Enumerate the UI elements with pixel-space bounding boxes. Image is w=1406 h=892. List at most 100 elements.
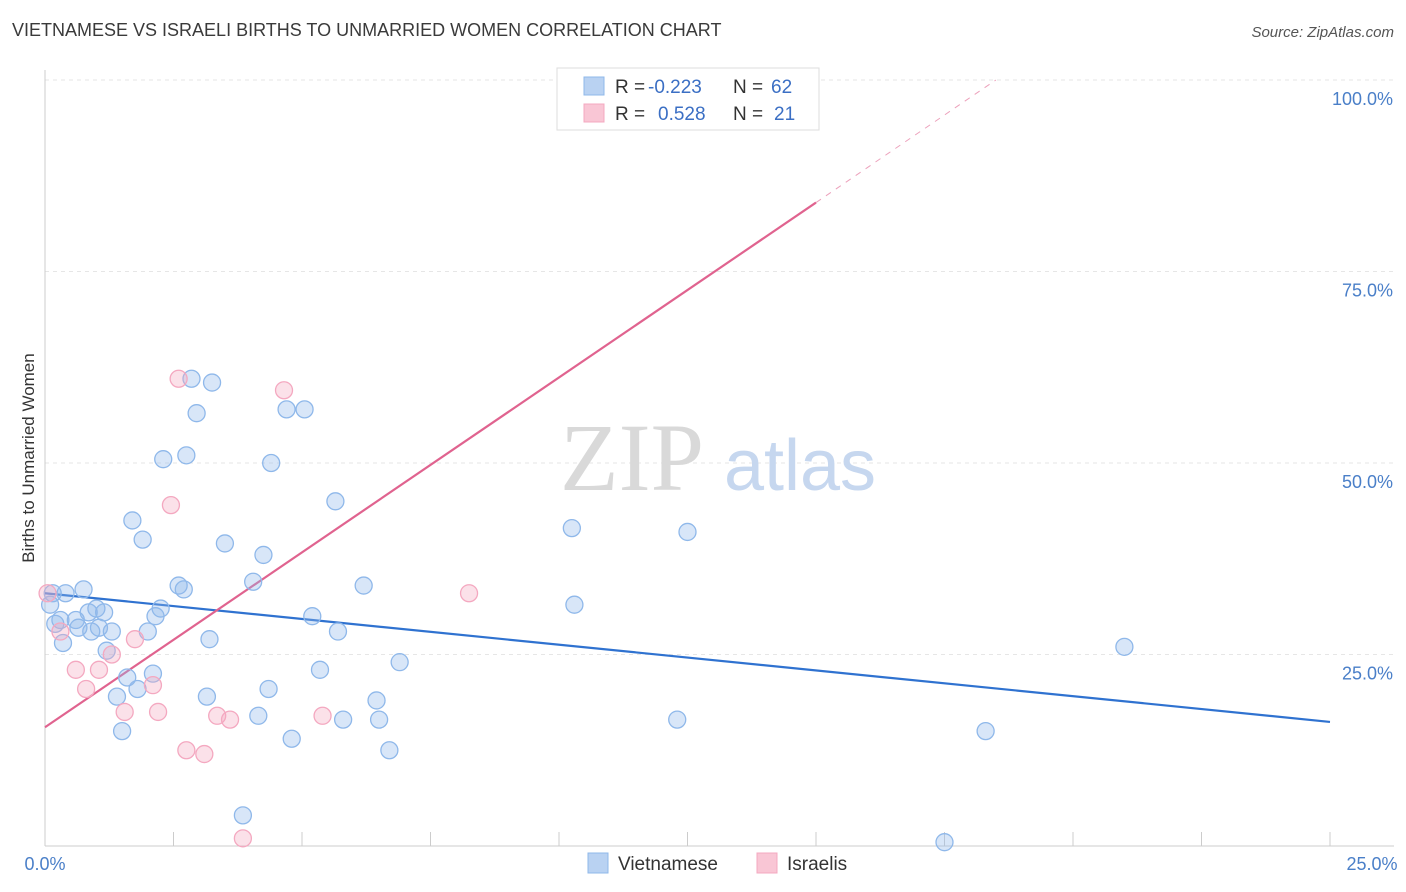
- point-vietnamese-0: [40, 595, 60, 614]
- watermark-atlas: atlas: [724, 426, 876, 506]
- point-vietnamese-48: [333, 710, 353, 729]
- point-vietnamese-47: [328, 622, 348, 641]
- point-vietnamese-33: [202, 373, 222, 392]
- y-axis-tick-labels: 25.0% 50.0% 75.0% 100.0%: [1332, 89, 1393, 684]
- y-tick-label-75: 75.0%: [1342, 281, 1393, 301]
- point-vietnamese-24: [151, 599, 170, 618]
- x-tick-label-max: 25.0%: [1346, 854, 1397, 874]
- grid-lines: [45, 79, 1394, 655]
- point-israelis-17: [274, 381, 294, 400]
- legend-r-value-israelis: 0.528: [658, 104, 706, 125]
- point-vietnamese-61: [43, 584, 62, 603]
- point-israelis-16: [233, 829, 253, 848]
- y-tick-label-50: 50.0%: [1342, 472, 1393, 492]
- point-vietnamese-46: [326, 492, 345, 511]
- point-vietnamese-36: [244, 572, 263, 591]
- point-vietnamese-14: [102, 622, 121, 641]
- point-vietnamese-57: [678, 522, 697, 542]
- point-vietnamese-58: [976, 721, 995, 741]
- point-israelis-15: [220, 710, 240, 729]
- point-israelis-8: [143, 675, 163, 695]
- point-vietnamese-59: [1115, 637, 1134, 656]
- point-vietnamese-49: [354, 576, 373, 595]
- legend-swatch-israelis: [583, 103, 605, 123]
- bottom-legend-label-vietnamese: Vietnamese: [618, 854, 718, 875]
- point-israelis-2: [66, 660, 85, 679]
- data-points: [38, 70, 1134, 852]
- legend-r-label-israelis: R =: [615, 104, 645, 125]
- trend-line-israelis: [44, 201, 817, 729]
- point-vietnamese-7: [74, 580, 93, 599]
- point-vietnamese-53: [390, 653, 409, 672]
- chart-source: Source: ZipAtlas.com: [1251, 24, 1394, 41]
- x-tick-label-min: 0.0%: [24, 854, 65, 874]
- trend-line-extension-israelis: [815, 79, 997, 203]
- point-vietnamese-16: [112, 721, 132, 741]
- point-israelis-9: [148, 702, 168, 722]
- watermark-zip: ZIP: [560, 404, 704, 511]
- legend-r-value-vietnamese: -0.223: [648, 77, 702, 98]
- point-vietnamese-55: [565, 595, 584, 614]
- point-israelis-6: [115, 702, 134, 722]
- point-vietnamese-38: [254, 545, 273, 565]
- y-axis-label: Births to Unmarried Women: [19, 353, 38, 562]
- point-israelis-7: [125, 630, 145, 649]
- legend-n-label-vietnamese: N =: [733, 77, 763, 98]
- point-israelis-18: [313, 706, 332, 725]
- point-vietnamese-20: [133, 530, 152, 549]
- y-tick-label-25: 25.0%: [1342, 664, 1393, 684]
- point-vietnamese-31: [197, 687, 217, 706]
- legend-n-label-israelis: N =: [733, 104, 763, 125]
- point-israelis-1: [51, 622, 70, 641]
- point-vietnamese-15: [107, 687, 127, 706]
- point-vietnamese-34: [215, 534, 235, 553]
- point-israelis-4: [89, 660, 109, 679]
- point-vietnamese-28: [177, 446, 196, 465]
- point-vietnamese-17: [118, 668, 137, 687]
- point-vietnamese-4: [56, 584, 75, 603]
- bottom-legend-swatch-vietnamese: [587, 852, 609, 874]
- point-israelis-10: [161, 495, 181, 515]
- point-vietnamese-27: [174, 580, 193, 599]
- point-vietnamese-25: [154, 450, 173, 469]
- point-vietnamese-39: [259, 679, 278, 699]
- trend-line-vietnamese: [44, 592, 1331, 724]
- point-vietnamese-35: [233, 806, 253, 825]
- point-vietnamese-51: [369, 710, 389, 729]
- point-vietnamese-12: [94, 603, 114, 622]
- legend-r-label-vietnamese: R =: [615, 77, 645, 98]
- legend-swatch-vietnamese: [583, 76, 605, 96]
- point-vietnamese-18: [123, 511, 142, 530]
- chart-title: VIETNAMESE VS ISRAELI BIRTHS TO UNMARRIE…: [12, 20, 722, 40]
- point-vietnamese-52: [380, 741, 399, 760]
- point-vietnamese-29: [182, 369, 201, 388]
- x-axis-ticks: [173, 832, 1331, 846]
- point-vietnamese-50: [367, 691, 386, 710]
- point-vietnamese-41: [277, 400, 296, 419]
- point-vietnamese-45: [310, 660, 330, 679]
- point-vietnamese-3: [53, 633, 73, 653]
- point-israelis-13: [195, 744, 214, 764]
- point-vietnamese-56: [668, 710, 687, 729]
- point-vietnamese-44: [303, 607, 322, 626]
- y-tick-label-100: 100.0%: [1332, 89, 1393, 109]
- point-vietnamese-54: [562, 518, 581, 538]
- bottom-legend: Vietnamese Israelis: [587, 852, 847, 875]
- bottom-legend-swatch-israelis: [756, 852, 778, 874]
- point-israelis-11: [169, 369, 188, 388]
- legend-n-value-vietnamese: 62: [771, 77, 792, 98]
- point-vietnamese-30: [187, 404, 206, 423]
- point-israelis-12: [177, 741, 196, 760]
- point-vietnamese-42: [282, 729, 301, 748]
- point-israelis-3: [76, 679, 96, 699]
- legend-n-value-israelis: 21: [774, 104, 795, 125]
- point-vietnamese-40: [262, 453, 281, 473]
- point-israelis-5: [102, 645, 121, 664]
- trend-lines: [44, 79, 1331, 729]
- point-israelis-19: [459, 584, 479, 603]
- bottom-legend-label-israelis: Israelis: [787, 854, 847, 875]
- point-vietnamese-60: [935, 833, 954, 852]
- point-vietnamese-37: [249, 706, 268, 725]
- point-vietnamese-32: [200, 630, 219, 649]
